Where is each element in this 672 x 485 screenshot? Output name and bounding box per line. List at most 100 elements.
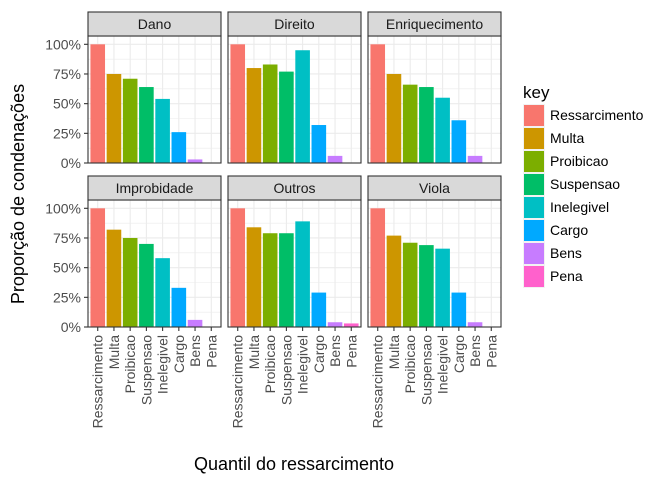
legend-swatch <box>524 197 544 218</box>
bar-viola-suspensao <box>419 245 434 327</box>
x-tick-label: Suspensao <box>138 335 154 405</box>
x-tick-label: Cargo <box>451 335 467 373</box>
y-tick-label: 0% <box>61 319 81 335</box>
bar-enriquecimento-inelegivel <box>435 97 450 163</box>
bar-viola-proibicao <box>402 242 418 327</box>
x-tick-label: Pena <box>483 335 499 368</box>
legend-label: Ressarcimento <box>550 107 644 123</box>
bar-direito-ressarcimento <box>230 44 246 164</box>
bar-direito-multa <box>246 68 262 163</box>
x-tick-label: Pena <box>203 335 219 368</box>
x-tick-label: Bens <box>327 335 343 367</box>
bar-improbidade-inelegivel <box>155 258 170 327</box>
bar-direito-proibicao <box>262 64 278 163</box>
bar-dano-suspensao <box>139 87 154 163</box>
bar-outros-pena <box>343 323 359 327</box>
x-tick-label: Proibicao <box>402 335 418 394</box>
legend-label: Bens <box>550 245 582 261</box>
bar-viola-ressarcimento <box>370 208 386 327</box>
x-tick-label: Inelegivel <box>295 335 311 394</box>
y-tick-label: 75% <box>53 66 81 82</box>
bar-dano-ressarcimento <box>90 44 106 164</box>
bar-direito-bens <box>327 155 343 163</box>
y-tick-label: 100% <box>45 36 81 52</box>
facet-strip <box>367 11 502 37</box>
y-tick-label: 50% <box>53 260 81 276</box>
y-tick-label: 0% <box>61 155 81 171</box>
facet-strip <box>227 175 362 201</box>
x-tick-label: Ressarcimento <box>230 335 246 429</box>
x-tick-label: Inelegivel <box>435 335 451 394</box>
bar-dano-bens <box>187 159 203 163</box>
bar-direito-inelegivel <box>295 50 310 163</box>
x-tick-label: Ressarcimento <box>90 335 106 429</box>
x-tick-label: Suspensao <box>418 335 434 405</box>
facet-label: Viola <box>419 180 450 196</box>
y-tick-label: 25% <box>53 125 81 141</box>
bar-viola-cargo <box>451 292 467 327</box>
facet-label: Direito <box>274 16 315 32</box>
facet-label: Enriquecimento <box>386 16 483 32</box>
legend-swatch <box>524 128 544 149</box>
bar-dano-multa <box>106 73 122 163</box>
x-tick-label: Inelegivel <box>155 335 171 394</box>
x-tick-label: Ressarcimento <box>370 335 386 429</box>
legend-swatch <box>524 220 544 241</box>
bar-dano-cargo <box>171 132 187 163</box>
y-tick-label: 100% <box>45 200 81 216</box>
bar-improbidade-cargo <box>171 287 187 327</box>
legend-label: Pena <box>550 268 583 284</box>
x-tick-label: Cargo <box>311 335 327 373</box>
bar-outros-multa <box>246 227 262 327</box>
bar-improbidade-proibicao <box>122 237 138 327</box>
x-tick-label: Pena <box>343 335 359 368</box>
bar-outros-inelegivel <box>295 221 310 327</box>
x-tick-label: Multa <box>386 335 402 369</box>
bar-enriquecimento-multa <box>386 73 402 163</box>
legend-title: key <box>523 83 550 102</box>
x-tick-label: Multa <box>246 335 262 369</box>
bar-enriquecimento-bens <box>467 155 483 163</box>
x-tick-label: Multa <box>106 335 122 369</box>
bar-dano-proibicao <box>122 78 138 163</box>
x-tick-label: Proibicao <box>122 335 138 394</box>
bar-enriquecimento-proibicao <box>402 84 418 163</box>
bar-viola-multa <box>386 235 402 327</box>
bar-improbidade-suspensao <box>139 243 154 327</box>
y-axis-title: Proporção de condenações <box>8 84 28 304</box>
y-tick-label: 25% <box>53 289 81 305</box>
x-tick-label: Proibicao <box>262 335 278 394</box>
x-axis-title: Quantil do ressarcimento <box>194 454 394 474</box>
legend-swatch <box>524 266 544 287</box>
bar-direito-suspensao <box>279 71 294 163</box>
legend-label: Proibicao <box>550 153 609 169</box>
legend-swatch <box>524 151 544 172</box>
legend-label: Multa <box>550 130 584 146</box>
facet-strip <box>227 11 362 37</box>
legend-swatch <box>524 105 544 126</box>
x-tick-label: Cargo <box>171 335 187 373</box>
bar-enriquecimento-ressarcimento <box>370 44 386 164</box>
x-tick-label: Bens <box>467 335 483 367</box>
bar-enriquecimento-suspensao <box>419 87 434 163</box>
bar-improbidade-ressarcimento <box>90 208 106 327</box>
facet-label: Outros <box>273 180 315 196</box>
bar-improbidade-bens <box>187 319 203 327</box>
legend-label: Inelegivel <box>550 199 609 215</box>
bar-outros-proibicao <box>262 233 278 327</box>
x-tick-label: Bens <box>187 335 203 367</box>
bar-outros-ressarcimento <box>230 208 246 327</box>
bar-dano-inelegivel <box>155 98 170 163</box>
bar-viola-bens <box>467 322 483 327</box>
x-tick-label: Suspensao <box>278 335 294 405</box>
bar-enriquecimento-cargo <box>451 120 467 163</box>
y-tick-label: 50% <box>53 96 81 112</box>
facet-label: Improbidade <box>116 180 194 196</box>
y-tick-label: 75% <box>53 230 81 246</box>
legend-label: Suspensao <box>550 176 620 192</box>
facet-strip <box>87 11 222 37</box>
facet-label: Dano <box>138 16 172 32</box>
bar-outros-bens <box>327 322 343 327</box>
bar-viola-inelegivel <box>435 248 450 327</box>
